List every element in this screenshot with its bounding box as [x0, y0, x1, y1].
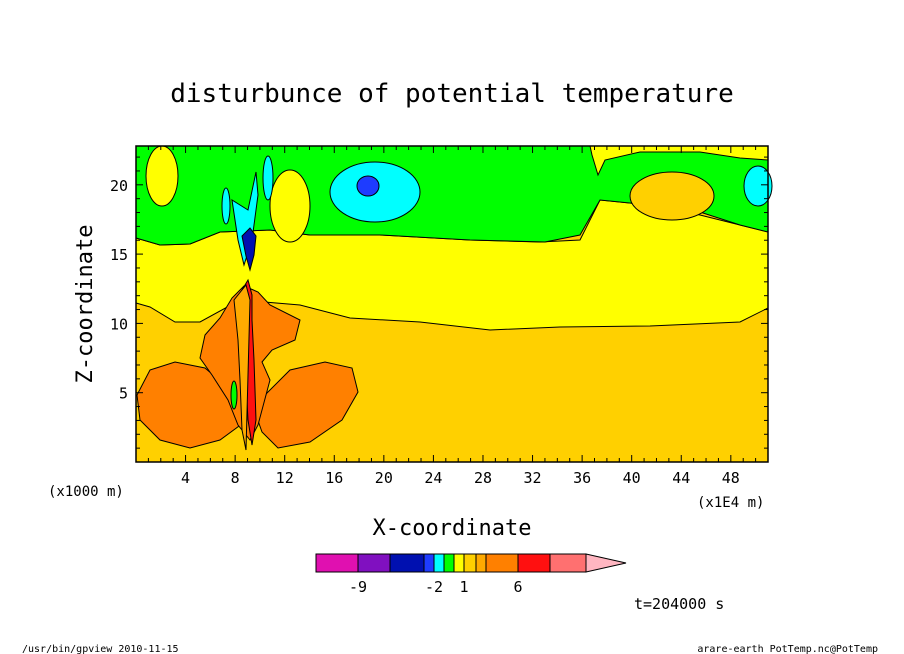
contour-navy-core — [241, 227, 257, 272]
plot-frame — [135, 145, 769, 463]
x-tick-label: 40 — [623, 469, 641, 487]
y-axis-label: Z-coordinate — [73, 225, 98, 384]
colorbar-swatch — [389, 553, 425, 573]
y-ticks: 5 10 15 20 — [110, 156, 768, 449]
x-tick-label: 4 — [181, 469, 190, 487]
colorbar-swatch — [549, 553, 587, 573]
x-tick-label: 44 — [672, 469, 690, 487]
colorbar-extension — [585, 553, 627, 573]
colorbar-swatch — [443, 553, 455, 573]
chart-title: disturbunce of potential temperature — [170, 79, 734, 109]
x-tick-label: 24 — [424, 469, 442, 487]
colorbar-tick-label: 1 — [459, 578, 468, 596]
contour-yellow-left-lobe — [145, 145, 179, 207]
y-tick-label: 15 — [110, 246, 128, 264]
time-annotation: t=204000 s — [634, 595, 724, 613]
x-tick-label: 36 — [573, 469, 591, 487]
x-tick-label: 32 — [524, 469, 542, 487]
colorbar — [315, 553, 627, 573]
colorbar-swatch — [315, 553, 359, 573]
x-tick-label: 12 — [276, 469, 294, 487]
colorbar-swatch — [423, 553, 435, 573]
x-tick-label: 8 — [231, 469, 240, 487]
colorbar-swatch — [357, 553, 391, 573]
x-ticks: 4 8 12 16 20 24 28 32 36 40 44 48 — [135, 146, 769, 487]
y-tick-label: 20 — [110, 177, 128, 195]
contour-orange-right-lobe — [255, 361, 359, 449]
x-tick-label: 48 — [722, 469, 740, 487]
contour-yellow-mid-lobe — [269, 169, 311, 243]
colorbar-ticks: -9 -2 1 6 — [349, 578, 523, 596]
colorbar-tick-label: 6 — [513, 578, 522, 596]
x-tick-label: 16 — [325, 469, 343, 487]
y-unit-label: (x1000 m) — [48, 484, 124, 500]
contour-field — [135, 145, 773, 462]
x-tick-label: 20 — [375, 469, 393, 487]
contour-blue-cell — [356, 175, 380, 197]
x-tick-label: 28 — [474, 469, 492, 487]
contour-cyan-streak — [262, 155, 274, 201]
x-unit-label: (x1E4 m) — [697, 495, 764, 511]
colorbar-swatch — [453, 553, 465, 573]
contour-gold-right-cell — [629, 171, 715, 221]
colorbar-tick-label: -9 — [349, 578, 367, 596]
colorbar-swatch — [475, 553, 487, 573]
colorbar-tick-label: -2 — [425, 578, 443, 596]
footer-left: /usr/bin/gpview 2010-11-15 — [22, 644, 179, 654]
contour-cyan-edge-cell — [743, 165, 773, 207]
colorbar-swatch — [485, 553, 519, 573]
colorbar-swatch — [517, 553, 551, 573]
colorbar-swatch — [463, 553, 477, 573]
contour-cyan-streak-2 — [221, 187, 231, 225]
contour-cyan-plume — [231, 171, 259, 267]
contour-amber-column — [233, 283, 251, 451]
axes — [135, 145, 769, 463]
contour-green-streak — [230, 380, 238, 410]
y-tick-label: 10 — [110, 315, 128, 333]
colorbar-swatch — [433, 553, 445, 573]
footer-right: arare-earth_PotTemp.nc@PotTemp — [697, 644, 878, 654]
x-axis-label: X-coordinate — [373, 516, 532, 541]
y-tick-label: 5 — [119, 385, 128, 403]
